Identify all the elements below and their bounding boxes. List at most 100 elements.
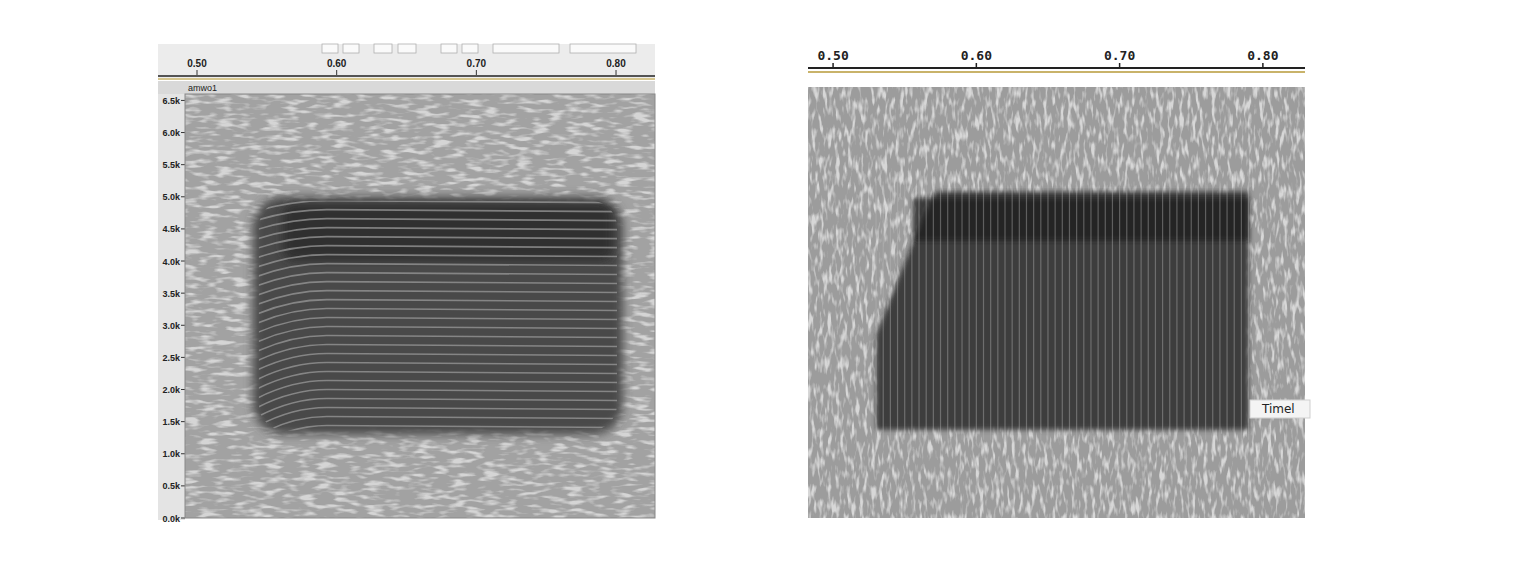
pulse-line bbox=[1141, 181, 1142, 439]
pulse-line bbox=[1176, 181, 1177, 439]
pulse-line bbox=[1040, 181, 1041, 439]
harmonic-line bbox=[259, 354, 617, 373]
toolbar-button bbox=[462, 44, 478, 53]
page: 0.500.600.700.80amwo10.0k0.5k1.0k1.5k2.0… bbox=[0, 0, 1514, 576]
harmonic-line bbox=[259, 408, 617, 429]
harmonic-line bbox=[259, 363, 617, 382]
pulse-line bbox=[1012, 181, 1013, 439]
harmonic-line bbox=[259, 219, 617, 231]
harmonic-line bbox=[259, 318, 617, 335]
y-tick-label: 4.0k bbox=[162, 257, 181, 267]
harmonic-line bbox=[259, 237, 617, 250]
plot-background bbox=[808, 87, 1305, 518]
y-tick-label: 3.5k bbox=[162, 289, 181, 299]
pulse-line bbox=[1148, 181, 1149, 439]
y-tick-label: 2.5k bbox=[162, 353, 181, 363]
plot-area bbox=[808, 87, 1305, 518]
pulse-line bbox=[1169, 181, 1170, 439]
pulse-line bbox=[990, 181, 991, 439]
y-tick bbox=[181, 485, 185, 486]
harmonic-line bbox=[259, 345, 617, 363]
pulse-line bbox=[1069, 181, 1070, 439]
pulse-line bbox=[969, 181, 970, 439]
pulse-line bbox=[1212, 181, 1213, 439]
y-tick bbox=[181, 261, 185, 262]
axis-line bbox=[158, 78, 655, 80]
pulse-line bbox=[1219, 181, 1220, 439]
toolbar-button bbox=[398, 44, 416, 53]
axis-line bbox=[808, 67, 1305, 69]
harmonic-line bbox=[259, 291, 617, 307]
toolbar-button bbox=[493, 44, 559, 53]
pulse-line bbox=[883, 181, 884, 439]
harmonic-line bbox=[259, 381, 617, 401]
pulse-line bbox=[961, 181, 962, 439]
pulse-line bbox=[1083, 181, 1084, 439]
y-tick-label: 2.0k bbox=[162, 385, 181, 395]
y-tick bbox=[181, 132, 185, 133]
pulse-line bbox=[890, 181, 891, 439]
x-tick-label: 0.60 bbox=[327, 58, 347, 69]
harmonic-line bbox=[259, 282, 617, 297]
pulse-line bbox=[904, 181, 905, 439]
y-tick bbox=[181, 293, 185, 294]
harmonic-line bbox=[259, 228, 617, 241]
pulse-line bbox=[1226, 181, 1227, 439]
y-tick bbox=[181, 100, 185, 101]
pulse-line bbox=[1126, 181, 1127, 439]
pulse-line bbox=[1047, 181, 1048, 439]
pulse-line bbox=[1076, 181, 1077, 439]
pulse-line bbox=[1205, 181, 1206, 439]
y-tick bbox=[181, 325, 185, 326]
pulse-line bbox=[875, 181, 876, 439]
annotation-box bbox=[1250, 400, 1310, 418]
x-tick bbox=[976, 63, 978, 67]
x-tick-label: 0.70 bbox=[467, 58, 487, 69]
x-tick bbox=[832, 63, 834, 67]
harmonic-line bbox=[259, 246, 617, 260]
pulse-line bbox=[983, 181, 984, 439]
harmonic-line bbox=[259, 372, 617, 392]
harmonic-line bbox=[259, 309, 617, 326]
harmonic-line bbox=[259, 425, 617, 430]
y-tick bbox=[181, 228, 185, 229]
harmonic-line bbox=[259, 264, 617, 278]
pulse-line bbox=[1105, 181, 1106, 439]
background bbox=[0, 0, 1514, 576]
annotation: Timel bbox=[1261, 402, 1295, 416]
signal bbox=[253, 197, 623, 435]
harmonic-line bbox=[259, 390, 617, 410]
toolbar bbox=[158, 44, 655, 78]
pulse-line bbox=[1241, 181, 1242, 439]
pulse-line bbox=[1098, 181, 1099, 439]
y-tick bbox=[181, 421, 185, 422]
pulse-line bbox=[997, 181, 998, 439]
pulse-line bbox=[1055, 181, 1056, 439]
x-tick bbox=[616, 70, 617, 75]
y-tick bbox=[181, 196, 185, 197]
toolbar-button bbox=[343, 44, 359, 53]
x-tick bbox=[1262, 63, 1264, 67]
toolbar-button bbox=[322, 44, 338, 53]
x-tick bbox=[336, 70, 337, 75]
y-tick-label: 4.5k bbox=[162, 224, 181, 234]
harmonic-line bbox=[259, 399, 617, 420]
x-tick bbox=[197, 70, 198, 75]
noise bbox=[185, 94, 655, 518]
harmonic-line bbox=[259, 210, 617, 222]
y-tick-label: 0.0k bbox=[162, 514, 181, 524]
pulse-line bbox=[1183, 181, 1184, 439]
y-tick bbox=[181, 164, 185, 165]
pulse-line bbox=[1162, 181, 1163, 439]
pulse-line bbox=[918, 181, 919, 439]
y-tick bbox=[181, 357, 185, 358]
pulse-line bbox=[976, 181, 977, 439]
pulse-line bbox=[1026, 181, 1027, 439]
y-tick-label: 6.0k bbox=[162, 128, 181, 138]
x-tick-label: 0.50 bbox=[187, 58, 207, 69]
y-axis-panel bbox=[158, 94, 185, 520]
y-tick-label: 6.5k bbox=[162, 96, 181, 106]
track-header bbox=[158, 81, 655, 94]
y-tick bbox=[181, 518, 185, 519]
plot-frame bbox=[185, 94, 655, 518]
